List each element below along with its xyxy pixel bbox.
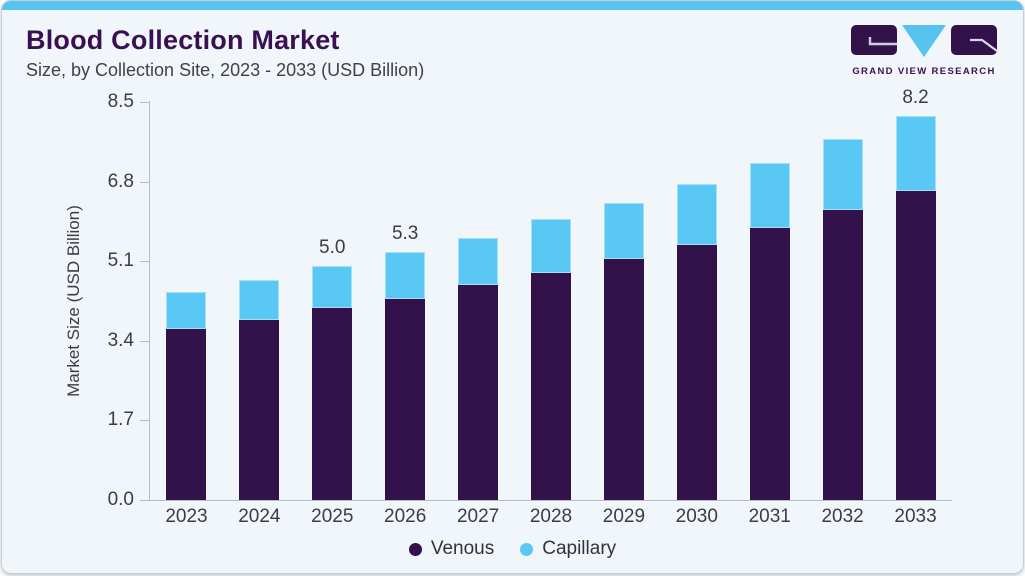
bar-segment-capillary [239,279,280,320]
chart-header: Blood Collection Market Size, by Collect… [26,25,424,81]
page-subtitle: Size, by Collection Site, 2023 - 2033 (U… [26,60,425,80]
x-labels-layer: 2023 2024 2025 2026 2027 2028 2029 2030 2031 2032… [150,506,952,530]
bar-segment-capillary [385,251,426,299]
y-tick-mark [140,500,149,501]
logo-v-triangle-icon [902,25,946,57]
bar-segment-capillary [166,291,207,330]
bar-slot: 8.2 [879,87,952,500]
x-tick-label: 2024 [238,506,281,527]
bar-slot: 5.3 [369,102,442,500]
gvr-logo: GRAND VIEW RESEARCH [851,25,998,77]
x-tick-label: 2026 [384,506,427,527]
bar-value-label: 5.0 [319,236,346,258]
x-tick-label: 2028 [529,506,573,527]
bar-slot [223,102,296,500]
y-tick-label: 3.4 [107,329,134,351]
page-title: Blood Collection Market [26,25,340,55]
bar-segment-capillary [530,219,571,273]
bar-segment-capillary [458,237,499,285]
bar-segment-venous [603,258,644,500]
bar-slot: 5.0 [296,102,369,500]
bars-layer: 5.0 5.3 8.2 [150,87,952,500]
x-tick-label: 2033 [894,506,937,527]
bar-slot [150,102,223,500]
bar-slot [515,102,588,500]
logo-r-mark-icon [970,38,998,52]
legend-label: Venous [430,538,495,559]
x-tick-label: 2027 [456,506,500,527]
bar-slot [660,102,733,500]
x-tick-label: 2032 [821,506,864,527]
y-tick-mark [140,102,149,103]
y-tick-label: 8.5 [107,91,134,112]
bar-segment-venous [895,190,936,500]
gvr-logo-mark-icon [851,25,998,57]
bar-slot [587,102,660,500]
bar-slot [442,102,515,500]
y-tick-mark [140,181,149,183]
bar-segment-capillary [676,183,717,245]
legend-dot-icon [520,542,534,556]
x-tick-label: 2029 [602,506,646,527]
y-tick-label: 0.0 [107,489,134,510]
y-tick-mark [140,340,149,342]
bar-segment-venous [166,329,207,500]
bar-segment-capillary [895,116,936,191]
x-tick-label: 2030 [675,506,718,527]
bar-segment-venous [458,284,499,500]
bar-segment-capillary [749,162,790,229]
bar-slot [733,102,806,500]
bar-segment-venous [239,319,280,500]
bar-value-label: 5.3 [391,222,419,244]
logo-caption: GRAND VIEW RESEARCH [852,66,996,77]
y-tick-label: 1.7 [107,409,134,431]
bar-slot [806,102,879,500]
legend-label: Capillary [542,538,617,559]
top-accent-bar [2,1,1023,10]
y-tick-mark [140,420,149,422]
x-tick-label: 2023 [165,506,208,527]
bar-segment-venous [676,244,717,500]
bar-segment-venous [530,272,571,500]
bar-segment-capillary [603,202,644,259]
x-axis-line [140,500,952,501]
x-tick-label: 2031 [748,506,791,527]
logo-g-block-icon [851,25,897,55]
legend-item-capillary: Capillary [520,538,616,560]
bar-segment-capillary [312,265,353,309]
y-tick-label: 5.1 [107,250,134,272]
x-tick-label: 2025 [311,506,354,527]
bar-value-label: 8.2 [902,87,929,109]
chart-legend: Venous Capillary [2,537,1023,561]
legend-item-venous: Venous [408,538,495,560]
legend-dot-icon [408,542,422,556]
y-axis-line [149,101,150,500]
bar-segment-venous [822,209,863,500]
y-tick-mark [140,261,149,263]
y-tick-label: 6.8 [107,170,134,192]
logo-g-mark-icon [868,37,897,46]
bar-segment-venous [312,308,353,500]
bar-segment-capillary [822,139,863,210]
bar-segment-venous [749,228,790,500]
bar-segment-venous [385,298,426,500]
